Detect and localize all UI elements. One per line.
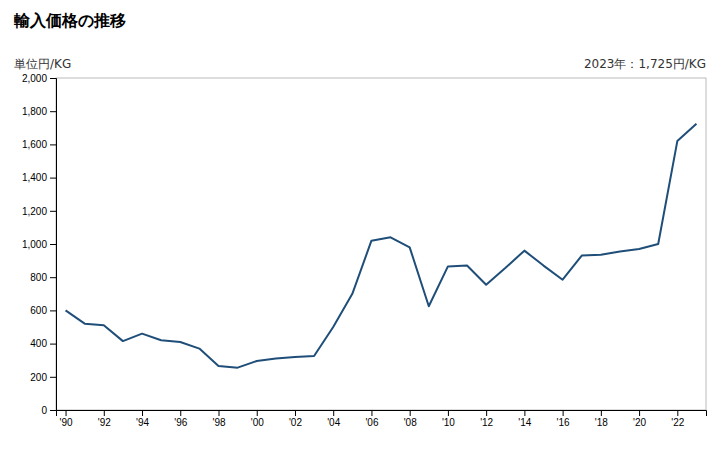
- x-tick-mark: [563, 410, 564, 416]
- x-tick-label: '12: [480, 417, 493, 428]
- x-tick-label: '08: [404, 417, 417, 428]
- y-tick-mark: [50, 111, 56, 112]
- y-axis-label: 単位円/KG: [14, 57, 71, 71]
- y-tick-mark: [50, 277, 56, 278]
- y-tick-mark: [50, 144, 56, 145]
- x-tick-mark: [66, 410, 67, 416]
- annotation: 2023年：1,725円/KG: [584, 57, 706, 71]
- y-axis-line: [50, 79, 57, 411]
- x-tick-label: '10: [442, 417, 455, 428]
- x-tick-label: '14: [518, 417, 531, 428]
- x-tick-label: '96: [174, 417, 187, 428]
- y-tick-label: 400: [30, 338, 47, 349]
- x-tick-label: '16: [557, 417, 570, 428]
- y-tick-mark: [50, 377, 56, 378]
- y-tick: 800: [30, 272, 56, 283]
- y-tick-label: 1,400: [22, 172, 47, 183]
- line: [66, 124, 697, 368]
- y-tick-label: 200: [30, 372, 47, 383]
- x-tick-label: '18: [595, 417, 608, 428]
- x-tick-mark: [257, 410, 258, 416]
- x-tick: '94: [136, 410, 149, 428]
- x-tick: '10: [442, 410, 455, 428]
- y-tick-mark: [50, 410, 56, 411]
- x-tick-mark: [677, 410, 678, 416]
- y-tick-label: 600: [30, 305, 47, 316]
- x-tick-mark: [142, 410, 143, 416]
- x-tick-mark: [448, 410, 449, 416]
- y-tick: 0: [41, 405, 56, 416]
- y-tick-label: 800: [30, 272, 47, 283]
- y-tick-mark: [50, 310, 56, 311]
- x-tick-mark: [371, 410, 372, 416]
- x-tick: '14: [518, 410, 531, 428]
- y-axis: 0 200 400 600 800 1,000 1,200 1,400 1,600 1,800 2,…: [22, 73, 57, 416]
- y-tick: 1,000: [22, 239, 56, 250]
- x-tick-mark: [486, 410, 487, 416]
- x-tick: '98: [212, 410, 225, 428]
- y-tick-label: 1,200: [22, 206, 47, 217]
- x-tick: '12: [480, 410, 493, 428]
- x-tick-label: '06: [365, 417, 378, 428]
- x-tick-label: '04: [327, 417, 340, 428]
- y-tick-mark: [50, 78, 56, 79]
- x-tick-mark: [219, 410, 220, 416]
- x-tick-label: '90: [60, 417, 73, 428]
- x-tick-mark: [639, 410, 640, 416]
- x-tick-label: '00: [251, 417, 264, 428]
- x-axis: '90 '92 '94 '96 '98 '00 '02 '04 '06 '08 '10 '12 '14 '…: [57, 410, 707, 428]
- x-tick: '22: [671, 410, 684, 428]
- x-tick: '08: [404, 410, 417, 428]
- x-tick-label: '92: [98, 417, 111, 428]
- x-tick: '06: [365, 410, 378, 428]
- x-tick-mark: [524, 410, 525, 416]
- x-tick-label: '20: [633, 417, 646, 428]
- x-tick-mark: [333, 410, 334, 416]
- x-tick-label: '22: [671, 417, 684, 428]
- title: 輸入価格の推移: [13, 11, 126, 30]
- y-tick-mark: [50, 244, 56, 245]
- x-tick: '00: [251, 410, 264, 428]
- y-tick-mark: [50, 178, 56, 179]
- x-tick-mark: [295, 410, 296, 416]
- x-tick: '04: [327, 410, 340, 428]
- x-tick: '20: [633, 410, 646, 428]
- plot-frame: [56, 78, 706, 410]
- x-tick: '96: [174, 410, 187, 428]
- marks: [66, 124, 697, 368]
- x-tick-label: '02: [289, 417, 302, 428]
- x-tick-mark: [410, 410, 411, 416]
- x-tick: '18: [595, 410, 608, 428]
- x-tick: '02: [289, 410, 302, 428]
- y-tick-label: 1,000: [22, 239, 47, 250]
- chart: 輸入価格の推移単位円/KG 2023年：1,725円/KG '90 '92 '94 '96…: [0, 0, 728, 450]
- y-tick: 400: [30, 338, 56, 349]
- y-tick-mark: [50, 344, 56, 345]
- y-tick: 1,600: [22, 139, 56, 150]
- x-tick: '90: [60, 410, 73, 428]
- y-tick-label: 1,800: [22, 106, 47, 117]
- x-axis-line: [57, 411, 707, 417]
- x-tick-mark: [104, 410, 105, 416]
- y-tick: 1,400: [22, 172, 56, 183]
- x-tick-label: '98: [212, 417, 225, 428]
- y-tick: 2,000: [22, 73, 56, 84]
- x-tick-label: '94: [136, 417, 149, 428]
- y-tick-label: 0: [41, 405, 47, 416]
- y-tick-label: 2,000: [22, 73, 47, 84]
- x-tick-mark: [601, 410, 602, 416]
- y-tick: 1,800: [22, 106, 56, 117]
- x-tick: '16: [557, 410, 570, 428]
- y-tick: 600: [30, 305, 56, 316]
- y-tick-label: 1,600: [22, 139, 47, 150]
- y-tick: 200: [30, 372, 56, 383]
- x-tick: '92: [98, 410, 111, 428]
- y-tick-mark: [50, 211, 56, 212]
- y-tick: 1,200: [22, 206, 56, 217]
- x-tick-mark: [180, 410, 181, 416]
- plot: '90 '92 '94 '96 '98 '00 '02 '04 '06 '08 '10 '12 '14 '…: [22, 73, 707, 428]
